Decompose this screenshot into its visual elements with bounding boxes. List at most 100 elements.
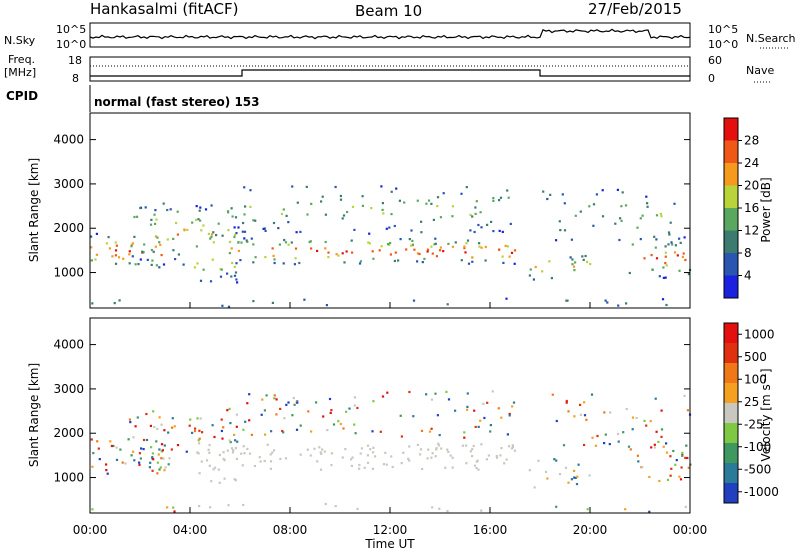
range-gate-cell <box>447 398 451 401</box>
range-gate-cell <box>265 394 268 397</box>
range-gate-cell <box>680 466 683 469</box>
range-gate-cell <box>664 262 667 265</box>
range-gate-cell <box>673 202 676 205</box>
range-gate-cell <box>655 214 659 217</box>
range-gate-cell <box>408 445 411 448</box>
range-gate-cell <box>649 420 652 423</box>
range-gate-cell <box>390 213 393 216</box>
range-gate-cell <box>118 299 121 302</box>
noise-panel-frame <box>89 22 691 48</box>
range-gate-cell <box>546 197 549 201</box>
range-gate-cell <box>196 451 199 454</box>
range-gate-cell <box>529 268 532 271</box>
range-gate-cell <box>264 433 267 436</box>
range-gate-cell <box>372 400 375 403</box>
range-gate-cell <box>534 265 537 269</box>
colorbar-swatch <box>724 443 738 464</box>
range-gate-cell <box>145 438 149 442</box>
range-gate-cell <box>426 250 429 253</box>
range-gate-cell <box>330 452 333 455</box>
range-gate-cell <box>669 221 672 224</box>
range-gate-cell <box>591 436 594 439</box>
range-gate-cell <box>226 272 229 275</box>
range-gate-cell <box>195 218 198 221</box>
range-gate-cell <box>653 443 656 446</box>
range-gate-cell <box>681 255 684 258</box>
range-gate-cell <box>163 429 166 432</box>
range-gate-cell <box>246 402 249 405</box>
range-gate-cell <box>169 208 172 211</box>
range-gate-cell <box>400 462 403 465</box>
colorbar-tick-label: 24 <box>744 156 759 170</box>
range-gate-cell <box>128 250 131 253</box>
range-gate-cell <box>573 476 576 479</box>
range-gate-cell <box>465 242 468 245</box>
range-gate-cell <box>90 246 93 249</box>
range-gate-cell <box>335 253 338 256</box>
range-gate-cell <box>622 431 625 434</box>
range-gate-cell <box>510 447 514 450</box>
range-gate-cell <box>295 428 299 431</box>
range-gate-cell <box>616 188 619 191</box>
range-gate-cell <box>325 304 328 307</box>
range-gate-cell <box>282 431 285 434</box>
range-gate-cell <box>654 246 657 249</box>
range-gate-cell <box>650 446 653 449</box>
range-gate-cell <box>614 222 617 225</box>
range-gate-cell <box>368 232 371 235</box>
range-gate-cell <box>654 397 657 400</box>
range-gate-cell <box>332 423 336 426</box>
range-gate-cell <box>419 448 423 451</box>
range-gate-cell <box>330 409 333 412</box>
range-gate-cell <box>635 416 638 420</box>
colorbar-tick-label: 25 <box>744 395 759 409</box>
range-gate-cell <box>434 242 437 245</box>
range-gate-cell <box>230 447 234 450</box>
range-gate-cell <box>477 425 480 428</box>
range-gate-cell <box>154 235 158 238</box>
range-gate-cell <box>143 243 146 246</box>
range-gate-cell <box>413 248 416 251</box>
range-gate-cell <box>359 260 362 263</box>
range-gate-cell <box>198 437 201 440</box>
range-gate-cell <box>428 430 432 433</box>
range-gate-cell <box>235 413 238 416</box>
range-gate-cell <box>239 259 242 262</box>
range-gate-cell <box>319 468 323 471</box>
range-gate-cell <box>319 451 322 454</box>
range-gate-cell <box>479 419 482 422</box>
range-gate-cell <box>662 445 665 448</box>
range-gate-cell <box>371 250 374 253</box>
colorbar-tick-label: 28 <box>744 134 759 148</box>
range-gate-cell <box>114 254 117 257</box>
range-gate-cell <box>134 263 137 266</box>
colorbar-swatch <box>724 140 738 164</box>
range-gate-cell <box>542 190 545 193</box>
nave-label: Nave <box>746 64 774 77</box>
range-gate-cell <box>669 455 672 458</box>
power-y-ticks: 1000 2000 3000 4000 <box>53 133 690 280</box>
velocity-colorbar-label: Velocity [m s⁻¹] <box>759 368 773 461</box>
range-gate-cell <box>272 254 275 257</box>
range-gate-cell <box>139 258 142 261</box>
range-gate-cell <box>328 397 332 401</box>
range-gate-cell <box>664 245 667 248</box>
range-gate-cell <box>381 395 385 398</box>
range-gate-cell <box>186 228 189 231</box>
range-gate-cell <box>320 200 323 203</box>
range-gate-cell <box>489 430 492 433</box>
range-gate-cell <box>346 210 349 214</box>
range-gate-cell <box>646 205 649 208</box>
range-gate-cell <box>664 276 667 279</box>
range-gate-cell <box>220 418 223 421</box>
range-gate-cell <box>449 454 452 457</box>
range-gate-cell <box>209 237 212 240</box>
range-gate-cell <box>208 444 211 447</box>
range-gate-cell <box>283 417 286 420</box>
velocity-colorbar: 1000 500 100 25 -25 -100 -500 -1000 <box>723 322 779 504</box>
range-gate-cell <box>198 505 201 508</box>
range-gate-cell <box>372 446 375 449</box>
range-gate-cell <box>219 268 222 271</box>
power-heatmap <box>90 185 692 308</box>
